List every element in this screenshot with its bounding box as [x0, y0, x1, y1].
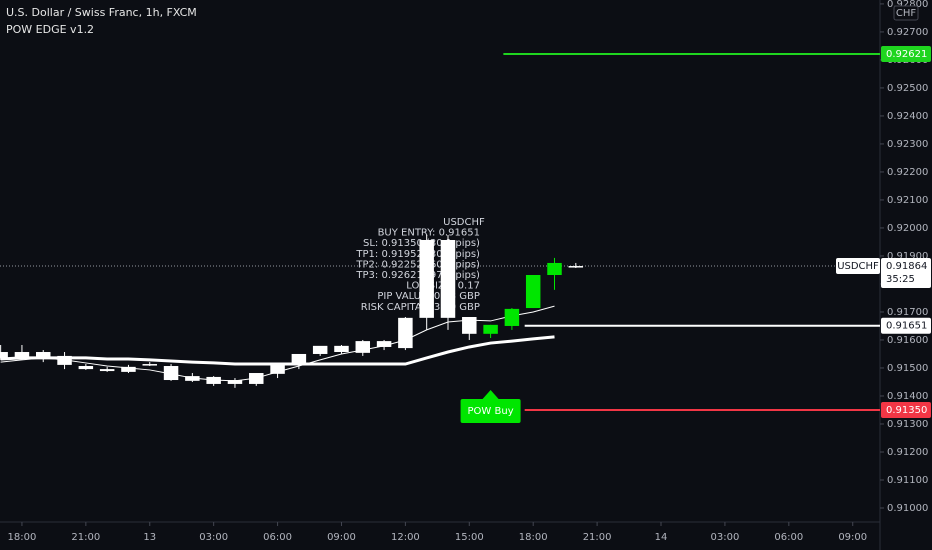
y-tick-label: 0.91100: [887, 475, 928, 486]
x-tick-label: 06:00: [774, 532, 803, 543]
y-tick-label: 0.91400: [887, 391, 928, 402]
x-tick-label: 21:00: [583, 532, 612, 543]
candle-body: [376, 341, 392, 347]
annotation-line: BUY ENTRY: 0.91651: [378, 228, 480, 239]
y-tick-label: 0.91500: [887, 363, 928, 374]
currency-label: CHF: [896, 8, 917, 19]
x-tick-label: 12:00: [391, 532, 420, 543]
candle-body: [249, 373, 264, 384]
y-tick-label: 0.92300: [887, 139, 928, 150]
candle-body: [525, 275, 541, 309]
last-price-box: [881, 258, 931, 289]
last-price-label: 0.91864: [886, 261, 927, 272]
candle-body: [547, 262, 562, 276]
candle-body: [419, 239, 434, 318]
y-tick-label: 0.91200: [887, 447, 928, 458]
candle-body: [227, 380, 243, 384]
x-tick-label: 13: [143, 532, 156, 543]
candle-body: [163, 366, 179, 381]
currency-box: [893, 5, 919, 21]
candle-body: [398, 317, 413, 349]
candle-body: [504, 308, 520, 326]
y-tick-label: 0.92000: [887, 223, 928, 234]
candle-body: [142, 364, 157, 366]
candle-body: [312, 345, 328, 354]
x-tick-label: 21:00: [71, 532, 100, 543]
signal-box: [460, 399, 521, 424]
x-tick-label: 18:00: [8, 532, 37, 543]
y-tick-label: 0.91300: [887, 419, 928, 430]
candle-body: [99, 369, 115, 372]
candle-body: [483, 324, 498, 334]
y-tick-label: 0.92700: [887, 27, 928, 38]
level-price-label: 0.91651: [886, 321, 927, 332]
x-tick-label: 03:00: [711, 532, 740, 543]
y-tick-label: 0.92200: [887, 167, 928, 178]
level-price-label: 0.92621: [886, 49, 927, 60]
x-tick-label: 18:00: [519, 532, 548, 543]
y-tick-label: 0.92800: [887, 0, 928, 10]
candle-body: [121, 366, 136, 372]
y-tick-label: 0.91900: [887, 251, 928, 262]
y-tick-label: 0.91600: [887, 335, 928, 346]
countdown-label: 35:25: [886, 274, 915, 285]
x-tick-label: 03:00: [199, 532, 228, 543]
candle-body: [355, 341, 371, 353]
candle-body: [334, 345, 349, 353]
x-tick-label: 14: [655, 532, 668, 543]
level-price-box: [881, 46, 931, 63]
chart-subtitle: POW EDGE v1.2: [6, 23, 94, 36]
level-price-box: [881, 401, 931, 418]
chart-title: U.S. Dollar / Swiss Franc, 1h, FXCM: [6, 6, 197, 19]
x-tick-label: 09:00: [327, 532, 356, 543]
signal-arrow: [482, 390, 499, 400]
annotation-line: TP2: 0.92252 (60.1 pips): [355, 259, 480, 270]
candle-body: [270, 364, 285, 374]
y-tick-label: 0.91700: [887, 307, 928, 318]
level-price-label: 0.91350: [886, 405, 927, 416]
candle-body: [206, 376, 221, 384]
y-tick-label: 0.92400: [887, 111, 928, 122]
y-tick-label: 0.91000: [887, 503, 928, 514]
candle-body: [462, 317, 477, 334]
candle-body: [14, 352, 30, 358]
y-tick-label: 0.92100: [887, 195, 928, 206]
symbol-box: [836, 258, 880, 275]
annotation-line: USDCHF: [443, 217, 485, 228]
signal-label: POW Buy: [468, 406, 514, 417]
x-tick-label: 06:00: [263, 532, 292, 543]
candle-body: [291, 353, 307, 365]
candle-body: [57, 355, 72, 365]
candle-body: [185, 376, 200, 381]
candle-body: [0, 352, 8, 358]
x-tick-label: 15:00: [455, 532, 484, 543]
level-price-box: [881, 317, 931, 334]
annotation-line: TP1: 0.91952 (30.1 pips): [355, 249, 480, 260]
x-tick-label: 09:00: [838, 532, 867, 543]
candle-body: [568, 266, 584, 268]
candle-body: [78, 366, 94, 370]
candle-body: [440, 239, 456, 318]
indicator-line: [0, 335, 555, 366]
annotation-line: TP3: 0.92621 (97.0 pips): [355, 270, 480, 281]
y-tick-label: 0.92500: [887, 83, 928, 94]
symbol-label: USDCHF: [837, 261, 879, 272]
candle-body: [36, 352, 51, 358]
